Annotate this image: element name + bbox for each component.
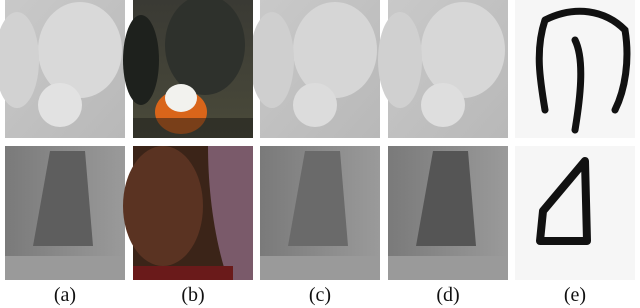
panel-c2	[260, 146, 380, 280]
body: (a) (b) (c) (d) (e) (() => { const data …	[0, 0, 640, 308]
panel-e1	[515, 0, 635, 138]
panel-label: (e)	[564, 284, 586, 306]
page: {"figure": {"labels": ["(a)", "(b)", "(c…	[0, 0, 640, 308]
depth-shape	[421, 2, 505, 98]
panel-d1	[378, 0, 508, 138]
photo-shape	[133, 118, 253, 138]
depth-shape	[378, 12, 422, 108]
depth-shape	[421, 83, 465, 127]
panel-c1	[250, 0, 380, 138]
panel-e2	[515, 146, 635, 280]
panel-a1	[0, 0, 125, 138]
depth-shape	[5, 256, 125, 280]
photo-shape	[123, 146, 203, 266]
depth-shape	[38, 83, 82, 127]
depth-shape	[388, 256, 508, 280]
error-bg	[515, 146, 635, 280]
depth-shape	[260, 256, 380, 280]
depth-shape	[38, 2, 122, 98]
figure: (a) (b) (c) (d) (e)	[0, 0, 640, 308]
panel-b2	[123, 146, 253, 280]
photo-shape	[123, 15, 159, 105]
panel-a2	[5, 146, 125, 280]
depth-shape	[293, 2, 377, 98]
panel-d2	[388, 146, 508, 280]
photo-shape	[133, 266, 233, 280]
depth-shape	[250, 12, 294, 108]
panel-label: (c)	[309, 284, 331, 306]
panel-b1	[123, 0, 253, 138]
panel-label: (d)	[436, 284, 459, 306]
panel-label: (b)	[181, 284, 204, 306]
depth-shape	[293, 83, 337, 127]
panel-label: (a)	[54, 284, 76, 306]
photo-shape	[165, 84, 197, 112]
